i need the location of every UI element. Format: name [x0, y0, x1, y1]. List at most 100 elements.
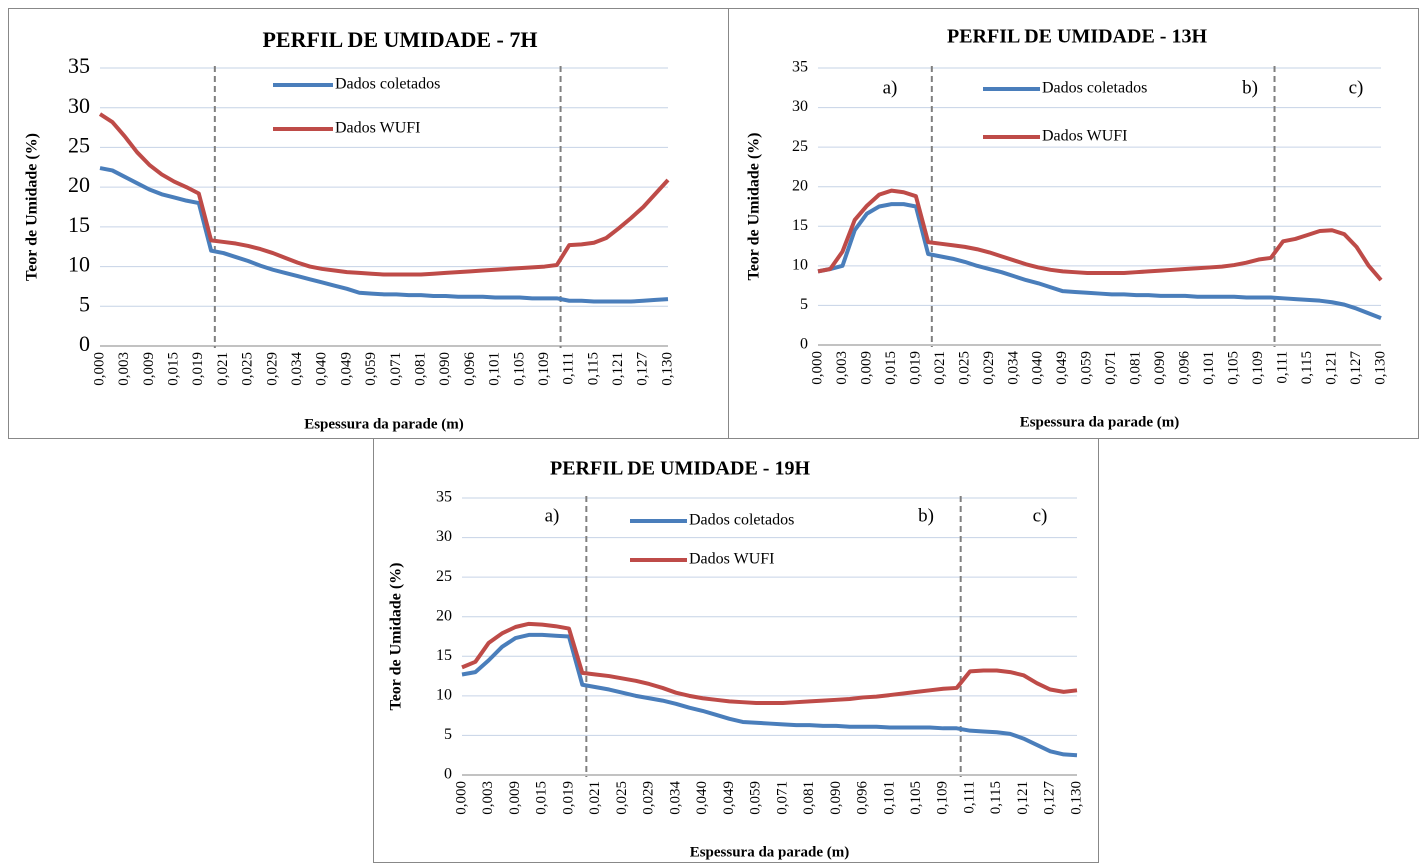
x-tick-label: 0,127: [635, 352, 651, 386]
x-tick-label: 0,034: [1005, 351, 1021, 385]
x-tick-label: 0,015: [883, 351, 899, 385]
x-tick-label: 0,105: [908, 781, 924, 815]
x-tick-label: 0,101: [881, 781, 897, 815]
legend-label: Dados coletados: [1042, 80, 1147, 97]
y-tick-label: 20: [792, 177, 808, 194]
x-tick-label: 0,096: [462, 352, 478, 386]
x-tick-label: 0,040: [694, 781, 710, 815]
x-tick-label: 0,029: [264, 352, 280, 386]
y-tick-label: 15: [436, 647, 452, 664]
region-label: a): [545, 505, 560, 526]
x-tick-label: 0,115: [585, 352, 601, 385]
x-tick-label: 0,111: [961, 781, 977, 814]
series-line: [99, 166, 669, 304]
y-tick-label: 10: [436, 687, 452, 704]
x-tick-label: 0,115: [1299, 351, 1315, 384]
x-tick-label: 0,130: [1068, 781, 1084, 815]
x-tick-label: 0,049: [338, 352, 354, 386]
x-tick-label: 0,003: [116, 352, 132, 386]
x-tick-label: 0,029: [641, 781, 657, 815]
x-tick-label: 0,130: [659, 352, 675, 386]
x-tick-label: 0,015: [534, 781, 550, 815]
x-tick-label: 0,105: [1226, 351, 1242, 385]
y-tick-label: 25: [792, 138, 808, 155]
y-tick-label: 10: [792, 257, 808, 274]
y-tick-label: 30: [792, 98, 808, 115]
x-axis-label: Espessura da parade (m): [1020, 414, 1180, 430]
x-tick-label: 0,040: [314, 352, 330, 386]
y-tick-label: 5: [800, 296, 808, 313]
x-tick-label: 0,025: [614, 781, 630, 815]
y-tick-label: 25: [436, 568, 452, 585]
y-axis-label: Teor de Umidade (%): [746, 133, 763, 281]
x-tick-label: 0,049: [721, 781, 737, 815]
legend-label: Dados coletados: [689, 512, 794, 529]
x-tick-label: 0,059: [363, 352, 379, 386]
x-tick-label: 0,071: [1103, 351, 1119, 385]
series-line: [98, 112, 670, 277]
y-tick-label: 15: [68, 212, 90, 237]
x-tick-label: 0,009: [858, 351, 874, 385]
x-tick-label: 0,090: [437, 352, 453, 386]
x-tick-label: 0,019: [190, 352, 206, 386]
x-tick-label: 0,059: [748, 781, 764, 815]
x-tick-label: 0,021: [932, 351, 948, 385]
x-tick-label: 0,015: [166, 352, 182, 386]
x-tick-label: 0,025: [240, 352, 256, 386]
y-tick-label: 30: [68, 93, 90, 118]
x-tick-label: 0,130: [1372, 351, 1388, 385]
y-tick-label: 0: [800, 336, 808, 353]
y-tick-label: 20: [68, 172, 90, 197]
x-tick-label: 0,081: [801, 781, 817, 815]
x-tick-label: 0,040: [1030, 351, 1046, 385]
x-tick-label: 0,003: [834, 351, 850, 385]
legend-label: Dados WUFI: [689, 551, 774, 568]
x-tick-label: 0,109: [935, 781, 951, 815]
x-tick-label: 0,021: [215, 352, 231, 386]
region-label: b): [1242, 77, 1258, 98]
x-tick-label: 0,000: [453, 781, 469, 815]
x-tick-label: 0,034: [289, 352, 305, 386]
x-tick-label: 0,025: [956, 351, 972, 385]
y-tick-label: 15: [792, 217, 808, 234]
chart-title: PERFIL DE UMIDADE - 19H: [550, 458, 810, 480]
x-tick-label: 0,081: [412, 352, 428, 386]
chart-title: PERFIL DE UMIDADE - 7H: [262, 27, 537, 52]
x-tick-label: 0,009: [141, 352, 157, 386]
y-tick-label: 0: [79, 331, 90, 356]
x-tick-label: 0,121: [1323, 351, 1339, 385]
x-tick-label: 0,049: [1054, 351, 1070, 385]
chart-title: PERFIL DE UMIDADE - 13H: [947, 26, 1207, 48]
x-tick-label: 0,111: [561, 352, 577, 385]
x-tick-label: 0,105: [511, 352, 527, 386]
y-tick-label: 35: [792, 59, 808, 76]
x-tick-label: 0,071: [388, 352, 404, 386]
series-line: [461, 632, 1078, 758]
x-tick-label: 0,009: [507, 781, 523, 815]
y-tick-label: 5: [444, 726, 452, 743]
x-tick-label: 0,115: [988, 781, 1004, 814]
x-tick-label: 0,071: [774, 781, 790, 815]
y-tick-label: 20: [436, 607, 452, 624]
x-tick-label: 0,081: [1128, 351, 1144, 385]
legend-label: Dados WUFI: [1042, 128, 1127, 145]
y-tick-label: 30: [436, 528, 452, 545]
x-tick-label: 0,101: [487, 352, 503, 386]
x-tick-label: 0,101: [1201, 351, 1217, 385]
x-axis-label: Espessura da parade (m): [690, 844, 850, 860]
y-axis-label: Teor de Umidade (%): [388, 563, 405, 711]
x-tick-label: 0,121: [1015, 781, 1031, 815]
legend-label: Dados coletados: [335, 76, 440, 93]
x-tick-label: 0,090: [1152, 351, 1168, 385]
series-line: [817, 202, 1382, 320]
series-line: [461, 621, 1078, 705]
y-tick-label: 35: [436, 489, 452, 506]
series-line: [817, 188, 1383, 282]
x-tick-label: 0,127: [1042, 781, 1058, 815]
y-tick-label: 25: [68, 132, 90, 157]
x-axis-label: Espessura da parade (m): [304, 416, 464, 432]
x-tick-label: 0,111: [1275, 351, 1291, 384]
y-tick-label: 0: [444, 766, 452, 783]
x-tick-label: 0,021: [587, 781, 603, 815]
